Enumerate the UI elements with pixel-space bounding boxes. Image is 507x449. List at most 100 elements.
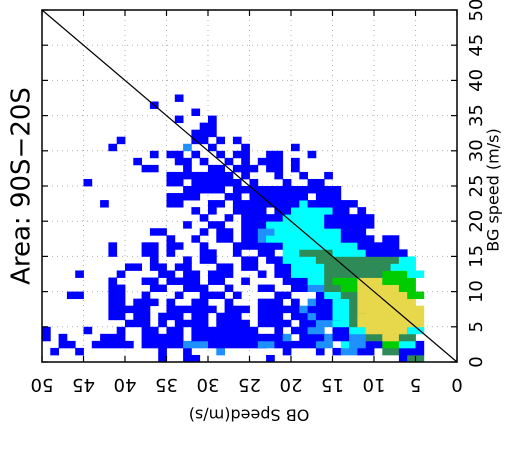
density-cell — [374, 256, 383, 264]
density-cell — [349, 200, 358, 208]
density-cell — [398, 319, 408, 328]
density-cell — [249, 326, 259, 335]
density-cell — [398, 333, 408, 342]
density-cell — [365, 326, 375, 335]
density-cell — [324, 333, 333, 342]
density-cell — [407, 256, 416, 264]
density-cell — [299, 263, 308, 271]
density-cell — [241, 326, 250, 335]
density-cell — [224, 312, 234, 321]
density-cell — [315, 186, 325, 194]
density-cell — [349, 221, 358, 229]
density-cell — [208, 129, 217, 138]
density-cell — [141, 242, 151, 250]
density-cell — [274, 186, 284, 194]
density-cell — [349, 312, 358, 321]
density-cell — [42, 326, 51, 335]
density-cell — [349, 242, 358, 250]
density-cell — [382, 347, 391, 356]
density-cell — [266, 256, 275, 264]
density-cell — [75, 270, 84, 278]
density-cell — [291, 256, 300, 264]
density-cell — [158, 333, 167, 342]
density-cell — [332, 249, 342, 257]
density-cell — [307, 340, 317, 349]
density-cell — [299, 221, 308, 229]
density-cell — [282, 256, 292, 264]
density-cell — [365, 249, 375, 257]
density-cell — [340, 326, 350, 335]
density-cell — [307, 333, 317, 342]
density-cell — [174, 319, 184, 328]
density-cell — [42, 333, 51, 342]
density-cell — [415, 319, 425, 328]
density-cell — [357, 291, 367, 300]
density-cell — [249, 228, 259, 236]
density-cell — [75, 291, 84, 300]
density-cell — [390, 298, 400, 307]
density-cell — [116, 333, 126, 342]
density-cell — [324, 270, 333, 278]
density-cell — [349, 340, 358, 349]
density-cell — [390, 312, 400, 321]
density-cell — [274, 298, 284, 307]
density-cell — [257, 228, 267, 236]
density-cell — [340, 340, 350, 349]
density-cell — [166, 249, 176, 257]
density-cell — [266, 221, 275, 229]
density-cell — [158, 263, 167, 271]
density-cell — [116, 340, 126, 349]
density-cell — [415, 291, 425, 300]
density-cell — [208, 221, 217, 229]
density-cell — [232, 193, 242, 201]
density-cell — [291, 228, 300, 236]
density-cell — [216, 235, 225, 243]
y-tick-label: 35 — [466, 104, 487, 127]
density-cell — [166, 242, 176, 250]
density-cell — [91, 340, 101, 349]
density-cell — [158, 319, 167, 328]
density-cell — [141, 298, 151, 307]
density-cell — [390, 347, 400, 356]
density-cell — [116, 326, 126, 335]
density-cell — [407, 326, 416, 335]
density-cell — [374, 326, 383, 335]
density-cell — [116, 136, 126, 145]
density-cell — [241, 171, 250, 180]
density-cell — [407, 277, 416, 285]
density-cell — [116, 284, 126, 292]
density-cell — [340, 207, 350, 215]
density-cell — [183, 354, 192, 363]
density-cell — [216, 326, 225, 335]
density-cell — [166, 312, 176, 321]
density-cell — [108, 298, 118, 307]
density-cell — [324, 235, 333, 243]
density-cell — [357, 256, 367, 264]
density-cell — [282, 193, 292, 201]
density-cell — [208, 207, 217, 215]
density-cell — [208, 143, 217, 152]
density-cell — [83, 178, 93, 187]
density-cell — [241, 277, 250, 285]
y-tick-label: 0 — [466, 356, 487, 367]
density-cell — [299, 312, 308, 321]
density-cell — [249, 263, 259, 271]
density-cell — [116, 305, 126, 314]
density-cell — [291, 249, 300, 257]
density-cell — [174, 178, 184, 187]
density-cell — [349, 214, 358, 222]
density-cell — [166, 270, 176, 278]
density-cell — [149, 249, 159, 257]
density-cell — [191, 340, 201, 349]
density-cell — [299, 340, 308, 349]
density-cell — [266, 150, 275, 159]
density-cell — [291, 326, 300, 335]
density-cell — [216, 347, 225, 356]
density-cell — [149, 284, 159, 292]
density-cell — [374, 242, 383, 250]
x-axis-label: OB Speed(m/s) — [189, 406, 310, 425]
density-cell — [365, 221, 375, 229]
density-cell — [324, 242, 333, 250]
density-cell — [349, 291, 358, 300]
